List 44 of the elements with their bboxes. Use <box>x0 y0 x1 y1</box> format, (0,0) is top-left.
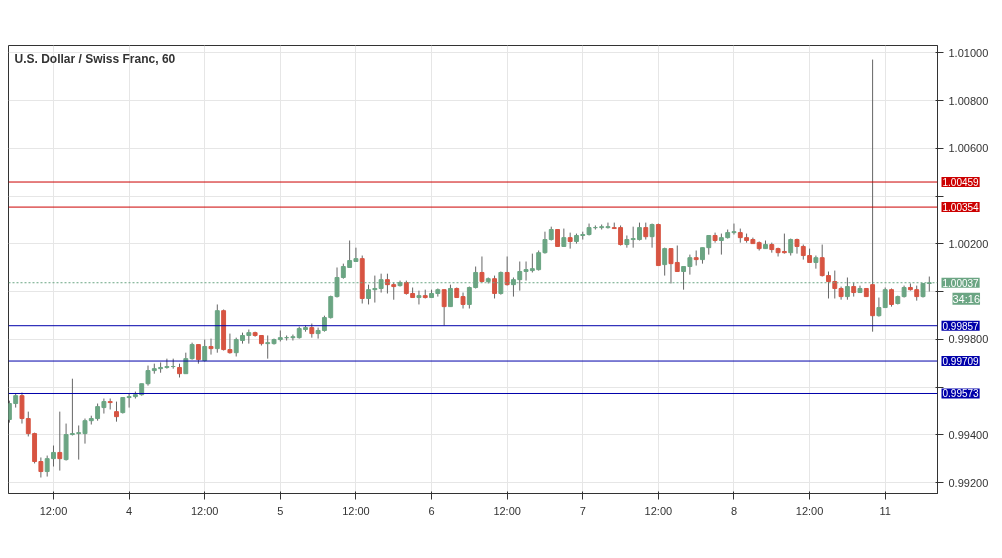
candlestick <box>416 290 422 305</box>
y-tick-label: 0.99800 <box>948 333 989 346</box>
x-tick-label: 5 <box>277 504 284 517</box>
x-tick-label: 12:00 <box>644 504 673 517</box>
y-tick-label: 1.00800 <box>948 94 989 107</box>
candlestick <box>447 284 453 308</box>
x-tick-label: 12:00 <box>190 504 219 517</box>
x-tick-label: 12:00 <box>795 504 824 517</box>
ref-line-label: 0.99709 <box>942 356 980 368</box>
ref-line-label: 1.00354 <box>942 202 980 214</box>
x-tick-label: 12:00 <box>493 504 521 517</box>
candlestick <box>876 297 882 318</box>
y-tick-label: 1.00600 <box>948 142 989 155</box>
x-tick-label: 12:00 <box>39 504 68 517</box>
y-tick-label: 0.99400 <box>948 428 989 441</box>
candlestick <box>882 287 888 309</box>
candlestick <box>889 287 894 308</box>
text: 34:16 <box>952 292 981 305</box>
x-tick-label: 7 <box>579 504 586 517</box>
x-tick-label: 8 <box>730 504 738 517</box>
candlestick <box>662 247 668 277</box>
candlestick <box>492 275 497 299</box>
candlestick <box>479 255 485 284</box>
candlestick <box>813 255 819 270</box>
ref-line-label: 0.99573 <box>942 388 980 400</box>
candlestick <box>649 223 655 249</box>
x-tick-label: 12:00 <box>342 504 370 517</box>
ref-line-label: 0.99857 <box>942 320 980 332</box>
x-tick-label: 6 <box>428 504 435 517</box>
candlestick <box>114 401 119 423</box>
candlestick <box>624 234 630 249</box>
text: U.S. Dollar / Swiss Franc, 60 <box>14 51 176 66</box>
y-tick-label: 0.99200 <box>948 476 989 489</box>
candlestick <box>57 411 63 472</box>
y-tick-label: 1.01000 <box>948 46 989 59</box>
ref-line-label: 1.00037 <box>942 277 980 289</box>
candlestick <box>441 289 447 326</box>
x-tick-label: 11 <box>879 504 891 517</box>
candlestick <box>208 338 214 356</box>
ref-line-label: 1.00459 <box>942 177 980 189</box>
x-tick-label: 4 <box>126 504 133 517</box>
y-tick-label: 1.00200 <box>948 237 989 250</box>
candlestick <box>195 344 201 365</box>
candlestick <box>504 255 510 287</box>
